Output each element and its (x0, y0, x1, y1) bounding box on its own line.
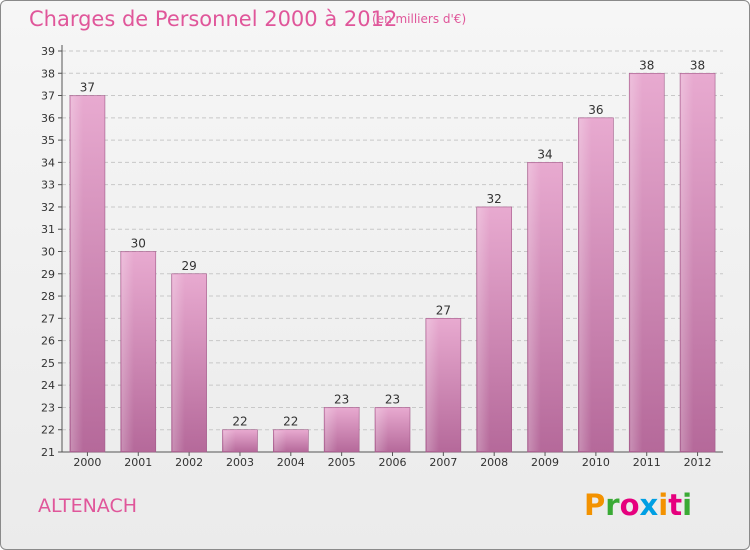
x-tick-label: 2007 (429, 456, 457, 469)
y-tick-label: 39 (41, 45, 55, 58)
bar-highlight (223, 430, 236, 451)
commune-name: ALTENACH (38, 495, 138, 517)
bar-highlight (376, 408, 389, 451)
proxiti-logo: Proxiti (584, 488, 692, 522)
y-tick-label: 35 (41, 134, 55, 147)
bar-highlight (630, 74, 643, 452)
y-tick-label: 27 (41, 312, 55, 325)
y-tick-label: 38 (41, 67, 55, 80)
y-tick-label: 30 (41, 246, 55, 259)
bar-value-label: 23 (334, 392, 349, 406)
y-tick-label: 37 (41, 90, 55, 103)
bar-highlight (426, 319, 440, 451)
bar-layer (69, 72, 716, 453)
bar-value-label: 38 (690, 58, 705, 72)
logo-letter: i (658, 488, 669, 522)
bar-highlight (121, 252, 135, 451)
y-tick-label: 23 (41, 401, 55, 414)
bar-value-label: 23 (385, 392, 400, 406)
bar-value-label: 29 (181, 259, 196, 273)
logo-letter: t (668, 488, 683, 522)
x-tick-label: 2012 (684, 456, 712, 469)
logo-letter: x (639, 488, 659, 522)
bar-value-label: 36 (588, 103, 603, 117)
y-tick-label: 24 (41, 379, 55, 392)
x-tick-label: 2008 (480, 456, 508, 469)
y-tick-label: 28 (41, 290, 55, 303)
y-tick-label: 22 (41, 424, 55, 437)
y-tick-label: 33 (41, 179, 55, 192)
bar-highlight (528, 163, 541, 451)
x-tick-label: 2006 (379, 456, 407, 469)
chart-subtitle: (en milliers d'€) (372, 12, 467, 26)
bar-highlight (681, 74, 694, 452)
chart-title: Charges de Personnel 2000 à 2012 (29, 7, 398, 31)
logo-letter: i (682, 488, 693, 522)
bar-value-label: 22 (232, 415, 247, 429)
y-tick-label: 26 (41, 335, 55, 348)
logo-letter: o (619, 488, 640, 522)
y-tick-label: 25 (41, 357, 55, 370)
y-tick-label: 31 (41, 223, 55, 236)
bar-highlight (70, 96, 84, 452)
bar-value-label: 37 (80, 81, 95, 95)
bar-highlight (274, 430, 287, 451)
y-tick-label: 21 (41, 446, 55, 459)
x-tick-label: 2001 (124, 456, 152, 469)
bar-highlight (325, 408, 338, 451)
x-tick-label: 2000 (73, 456, 101, 469)
x-tick-label: 2009 (531, 456, 559, 469)
y-tick-label: 34 (41, 156, 55, 169)
y-tick-label: 29 (41, 268, 55, 281)
bar-highlight (172, 274, 185, 451)
bar-value-label: 27 (436, 303, 451, 317)
bar-value-label: 38 (639, 58, 654, 72)
x-tick-label: 2011 (633, 456, 661, 469)
label-layer: 37 2000 30 2001 29 2002 22 2003 22 2004 23 2005 23 20… (73, 58, 711, 469)
logo-letter: P (584, 488, 606, 522)
y-tick-label: 36 (41, 112, 55, 125)
x-tick-label: 2004 (277, 456, 305, 469)
bar-value-label: 34 (537, 147, 552, 161)
bar-value-label: 30 (131, 237, 146, 251)
bar-highlight (477, 207, 490, 451)
bar-highlight (579, 118, 592, 451)
bar-value-label: 22 (283, 415, 298, 429)
x-tick-label: 2005 (328, 456, 356, 469)
x-tick-label: 2003 (226, 456, 254, 469)
x-tick-label: 2002 (175, 456, 203, 469)
x-tick-label: 2010 (582, 456, 610, 469)
logo-letter: r (605, 488, 620, 522)
bar-value-label: 32 (487, 192, 502, 206)
grid-layer (62, 50, 723, 431)
y-tick-label: 32 (41, 201, 55, 214)
